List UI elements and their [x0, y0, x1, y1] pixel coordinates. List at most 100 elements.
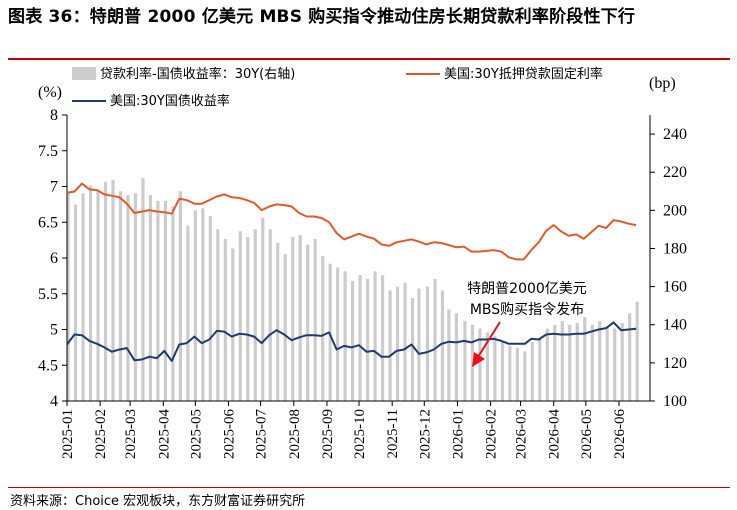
spread-bar [223, 238, 227, 401]
spread-bar [545, 328, 549, 401]
spread-bar [216, 229, 220, 401]
spread-bar [500, 341, 504, 401]
x-tick-label: 2025-07 [254, 409, 270, 459]
x-tick-label: 2025-04 [156, 409, 172, 459]
spread-bar [508, 345, 512, 401]
x-tick-label: 2026-01 [450, 409, 466, 459]
spread-bar [253, 229, 257, 401]
spread-bar [635, 301, 639, 401]
y2-tick-label: 120 [663, 355, 687, 372]
line-series [66, 182, 637, 362]
annotation: 特朗普2000亿美元 MBS购买指令发布 [467, 281, 587, 367]
spread-bar [395, 286, 400, 401]
spread-bar [268, 229, 272, 401]
x-tick-label: 2025-03 [123, 409, 139, 459]
spread-bar [478, 328, 482, 401]
x-tick-label: 2025-01 [60, 409, 76, 459]
y-tick-label: 7 [50, 179, 58, 196]
legend-label-mortgage: 美国:30Y抵押贷款固定利率 [444, 66, 603, 82]
spread-bar [628, 313, 632, 401]
x-tick-label: 2026-06 [612, 409, 628, 459]
spread-bar [171, 206, 175, 401]
spread-bar [358, 275, 362, 401]
spread-bar [193, 210, 197, 401]
spread-bar [365, 278, 370, 401]
legend-label-treasury: 美国:30Y国债收益率 [110, 93, 230, 109]
left-axis-unit: (%) [38, 84, 62, 101]
spread-bar [111, 179, 115, 401]
x-tick-label: 2026-03 [514, 409, 530, 459]
spread-bar [515, 347, 519, 401]
spread-bar [553, 324, 557, 401]
spread-bar [126, 195, 130, 401]
y-tick-label: 5 [50, 322, 58, 339]
x-tick-label: 2026-02 [484, 409, 500, 459]
spread-bar [201, 208, 205, 401]
spread-bar [568, 324, 572, 401]
spread-bar [66, 191, 70, 401]
spread-bar [388, 290, 392, 401]
spread-bar [163, 200, 168, 401]
spread-bar [306, 244, 310, 401]
spread-bar [583, 317, 587, 401]
spread-bar [246, 237, 250, 401]
spread-bar [590, 324, 594, 401]
spread-bar [238, 231, 242, 401]
spread-bar [380, 275, 385, 401]
spread-bar [103, 181, 108, 401]
y2-tick-label: 100 [663, 393, 687, 410]
spread-bar [283, 254, 287, 401]
y2-tick-label: 220 [663, 164, 687, 181]
spread-bar [313, 238, 317, 401]
spread-bar [410, 298, 415, 401]
spread-bar [523, 351, 527, 401]
spread-bar [605, 326, 609, 401]
spread-bar [291, 237, 295, 401]
chart-title: 图表 36：特朗普 2000 亿美元 MBS 购买指令推动住房长期贷款利率阶段性… [8, 7, 636, 27]
y-tick-label: 8 [50, 107, 58, 124]
spread-bar [454, 313, 458, 401]
source-note: 资料来源：Choice 宏观板块，东方财富证券研究所 [10, 494, 306, 509]
spread-bar [530, 341, 534, 401]
spread-bar [96, 191, 100, 401]
spread-bar [351, 280, 355, 401]
y2-tick-label: 180 [663, 240, 687, 257]
spread-bar [620, 322, 624, 401]
spread-bar [133, 193, 138, 401]
spread-bar [598, 320, 602, 401]
y2-tick-label: 140 [663, 317, 687, 334]
spread-bar [298, 235, 302, 401]
spread-bar [148, 195, 153, 401]
y-tick-label: 7.5 [38, 143, 58, 160]
spread-bar [186, 225, 190, 401]
y2-tick-label: 160 [663, 279, 687, 296]
spread-bar [276, 242, 280, 401]
annotation-line-2: MBS购买指令发布 [470, 302, 584, 318]
annotation-line-1: 特朗普2000亿美元 [467, 281, 587, 297]
legend: 贷款利率-国债收益率：30Y(右轴) 美国:30Y抵押贷款固定利率美国:30Y国债… [72, 66, 603, 109]
right-axis-unit: (bp) [649, 75, 676, 92]
spread-bar [403, 282, 407, 401]
spread-bar [613, 328, 617, 401]
y-tick-label: 4.5 [38, 357, 58, 374]
spread-bar [81, 193, 85, 401]
y-tick-label: 4 [50, 393, 58, 410]
spread-bar [231, 248, 235, 401]
x-tick-label: 2026-04 [547, 409, 563, 459]
spread-bar [261, 217, 265, 401]
chart-canvas: 4 4.5 5 5.5 6 6.5 7 7.5 8 100 120 140 160 180 200 220 24… [38, 66, 687, 459]
spread-bar [178, 191, 182, 401]
spread-bar [440, 290, 445, 401]
source-divider [8, 487, 730, 488]
spread-bar [336, 267, 340, 401]
spread-bar [447, 309, 451, 401]
spread-bar [538, 338, 542, 401]
spread-bars [66, 177, 639, 401]
y-tick-label: 6 [50, 250, 58, 267]
x-tick-label: 2025-05 [188, 409, 204, 459]
axes: 4 4.5 5 5.5 6 6.5 7 7.5 8 100 120 140 160 180 200 220 24… [38, 75, 687, 459]
y2-tick-label: 240 [663, 126, 687, 143]
spread-bar [208, 216, 212, 401]
spread-bar [433, 278, 437, 401]
spread-bar [373, 271, 377, 401]
